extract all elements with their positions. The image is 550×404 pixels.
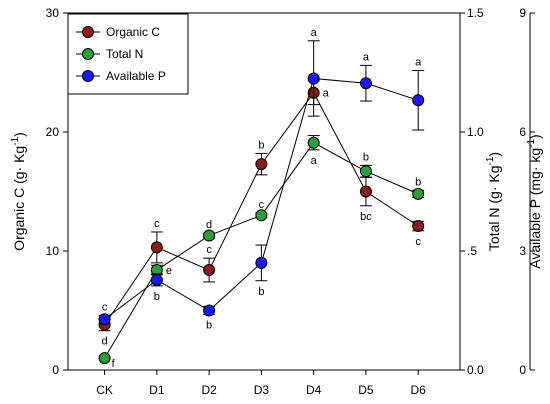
left-tick-label: 20 (46, 125, 60, 139)
right-axis-total-n: 0.0 .5 1.0 1.5 (459, 6, 484, 377)
significance-letter: c (154, 218, 160, 230)
data-point (412, 220, 425, 233)
significance-letter: c (206, 244, 212, 256)
right1-axis-title: Total N (g· Kg-1) (485, 152, 502, 251)
significance-letter: b (258, 286, 264, 298)
significance-letter: b (415, 176, 421, 188)
significance-letter: e (166, 265, 172, 277)
left-axis-title: Organic C (g· Kg-1) (10, 132, 27, 251)
legend-marker (82, 26, 94, 38)
right1-tick-label: 1.5 (467, 6, 484, 20)
left-tick-label: 30 (46, 6, 60, 20)
significance-letter: b (206, 319, 212, 331)
data-point (359, 77, 372, 90)
data-point (255, 158, 268, 171)
data-point (98, 313, 111, 326)
data-point (412, 187, 425, 200)
x-tick-label: D2 (201, 383, 217, 397)
right2-tick-label: 6 (519, 125, 526, 139)
x-tick-label: D1 (149, 383, 165, 397)
legend-marker (82, 48, 94, 60)
data-point (307, 136, 320, 149)
legend-label: Available P (106, 69, 166, 83)
data-point (150, 241, 163, 254)
significance-letter: a (363, 51, 370, 63)
significance-letter: c (415, 236, 421, 248)
significance-letter: b (258, 139, 264, 151)
data-point (307, 72, 320, 85)
legend-marker (82, 70, 94, 82)
right1-tick-label: 1.0 (467, 125, 484, 139)
significance-letter: a (415, 57, 422, 69)
significance-letter: a (311, 155, 318, 167)
legend-label: Organic C (106, 25, 160, 39)
significance-letter: f (112, 358, 116, 370)
significance-letter: a (323, 88, 330, 100)
x-tick-label: CK (96, 383, 113, 397)
significance-letter: bc (360, 211, 372, 223)
data-point (203, 229, 216, 242)
data-point (203, 304, 216, 317)
series-total-n: f e d c a b b (98, 135, 425, 370)
significance-letter: a (311, 27, 318, 39)
left-tick-label: 0 (52, 363, 59, 377)
right2-axis-title: Available P (mg· kg-1) (526, 134, 543, 268)
data-point (359, 185, 372, 198)
x-tick-label: D3 (254, 383, 270, 397)
right2-tick-label: 0 (519, 363, 526, 377)
data-point (255, 209, 268, 222)
legend: Organic C Total N Available P (67, 13, 189, 95)
plot-frame (68, 12, 460, 371)
x-tick-label: D6 (411, 383, 427, 397)
right1-tick-label: 0.0 (467, 363, 484, 377)
data-point (255, 256, 268, 269)
axis-titles: Organic C (g· Kg-1) Total N (g· Kg-1) Avai… (10, 132, 543, 269)
legend-label: Total N (106, 47, 143, 61)
significance-letter: d (206, 219, 212, 231)
series-available-p: c b b b a a a (98, 27, 425, 331)
right-axis-available-p: 0 3 6 9 (519, 6, 535, 377)
x-axis: CK D1 D2 D3 D4 D5 D6 (96, 370, 426, 397)
data-point (203, 264, 216, 277)
right1-tick-label: .5 (467, 244, 477, 258)
right2-tick-label: 9 (519, 6, 526, 20)
right2-tick-label: 3 (519, 244, 526, 258)
left-axis: 0 10 20 30 (46, 6, 69, 377)
data-point (150, 273, 163, 286)
x-tick-label: D5 (358, 383, 374, 397)
significance-letter: d (102, 336, 108, 348)
data-point (412, 94, 425, 107)
x-tick-label: D4 (306, 383, 322, 397)
data-point (98, 352, 111, 365)
significance-letter: c (259, 199, 265, 211)
significance-letter: c (102, 301, 108, 313)
significance-letter: b (154, 291, 160, 303)
data-point (359, 165, 372, 178)
significance-letter: b (363, 151, 369, 163)
left-tick-label: 10 (46, 244, 60, 258)
